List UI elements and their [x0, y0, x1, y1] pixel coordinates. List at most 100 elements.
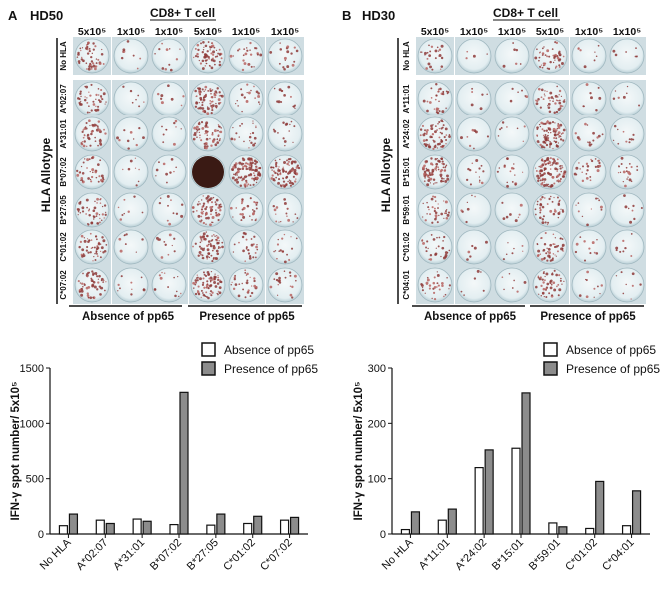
bar [447, 508, 457, 535]
well [531, 228, 569, 266]
concentration-label: 5x10⁵ [78, 26, 106, 38]
well [570, 228, 608, 266]
legend-swatch [201, 361, 216, 376]
well-grid-b [416, 37, 646, 304]
well [112, 37, 150, 75]
well [112, 191, 150, 229]
bar [58, 525, 69, 535]
bar [142, 520, 152, 535]
concentration-label: 1x10⁵ [460, 26, 488, 38]
bar [437, 519, 447, 535]
well [416, 191, 454, 229]
x-tick-label: No HLA [380, 536, 416, 572]
well [531, 153, 569, 191]
concentration-label: 5x10⁵ [536, 26, 564, 38]
well [73, 115, 111, 153]
well [266, 266, 304, 304]
concentration-label: 5x10⁵ [194, 26, 222, 38]
panel-letter-a: A [8, 8, 18, 23]
well [455, 266, 493, 304]
row-label: B*15:01 [402, 157, 411, 187]
well [493, 191, 531, 229]
well [73, 266, 111, 304]
well [73, 191, 111, 229]
bar [484, 449, 494, 535]
legend-label: Absence of pp65 [566, 343, 656, 357]
bar [253, 515, 263, 535]
x-tick-label: No HLA [38, 536, 74, 572]
well [570, 266, 608, 304]
well [227, 191, 265, 229]
well [570, 80, 608, 118]
well [416, 37, 454, 75]
bar [585, 527, 595, 535]
well [570, 153, 608, 191]
well [455, 115, 493, 153]
row-label: C*07:02 [59, 270, 68, 300]
concentration-labels-a: 5x10⁵ 1x10⁵ 1x10⁵ 5x10⁵ 1x10⁵ 1x10⁵ [78, 26, 299, 38]
y-axis-label: IFN-γ spot number/ 5x10⁵ [10, 382, 22, 521]
well [493, 80, 531, 118]
bar [548, 522, 558, 535]
well [189, 115, 227, 153]
row-label: C*04:01 [402, 270, 411, 300]
bar [95, 519, 105, 535]
side-label-b: HLA Allotype [379, 137, 393, 212]
legend-swatch [201, 342, 216, 357]
x-tick-label: A*31:01 [111, 537, 147, 573]
well [455, 153, 493, 191]
well [150, 37, 188, 75]
row-label: A*11:01 [402, 84, 411, 113]
well [531, 80, 569, 118]
y-tick-label: 0 [380, 529, 386, 541]
well [112, 80, 150, 118]
well [416, 115, 454, 153]
concentration-labels-b: 5x10⁵ 1x10⁵ 1x10⁵ 5x10⁵ 1x10⁵ 1x10⁵ [421, 26, 641, 38]
well [150, 228, 188, 266]
well [493, 37, 531, 75]
well [266, 228, 304, 266]
well [493, 153, 531, 191]
well [266, 191, 304, 229]
condition-label-presence-b: Presence of pp65 [540, 311, 636, 323]
bar [511, 447, 521, 535]
legend-label: Absence of pp65 [224, 343, 314, 357]
y-tick-label: 1000 [20, 418, 44, 430]
legend-swatch [543, 361, 558, 376]
well [112, 115, 150, 153]
row-label: B*27:05 [59, 195, 68, 225]
well [570, 115, 608, 153]
well [73, 153, 111, 191]
well [416, 228, 454, 266]
well [493, 115, 531, 153]
x-tick-label: C*07:02 [258, 537, 295, 574]
bar [216, 513, 226, 535]
well-grid-a [73, 37, 304, 304]
well [416, 80, 454, 118]
y-tick-label: 0 [38, 529, 44, 541]
well [73, 37, 111, 75]
legend-label: Presence of pp65 [566, 362, 660, 376]
panel-letter-b: B [342, 8, 351, 23]
well [112, 228, 150, 266]
concentration-label: 1x10⁵ [498, 26, 526, 38]
well [608, 153, 646, 191]
x-tick-label: A*02:07 [74, 537, 110, 573]
well [266, 80, 304, 118]
bar [243, 522, 253, 535]
concentration-label: 1x10⁵ [271, 26, 299, 38]
bar [169, 523, 179, 535]
well [608, 37, 646, 75]
bar [521, 392, 531, 535]
y-tick-label: 100 [368, 474, 386, 486]
concentration-label: 1x10⁵ [232, 26, 260, 38]
y-axis-label: IFN-γ spot number/ 5x10⁵ [353, 382, 365, 521]
cell-type-a: CD8+ T cell [150, 6, 215, 20]
well [608, 191, 646, 229]
row-label: A*24:02 [402, 119, 411, 149]
bar [68, 513, 79, 535]
well [266, 115, 304, 153]
well [455, 191, 493, 229]
bar-chart-a: 0 500 1000 1500 IFN-γ spot number/ 5x10⁵ No H… [10, 342, 318, 574]
